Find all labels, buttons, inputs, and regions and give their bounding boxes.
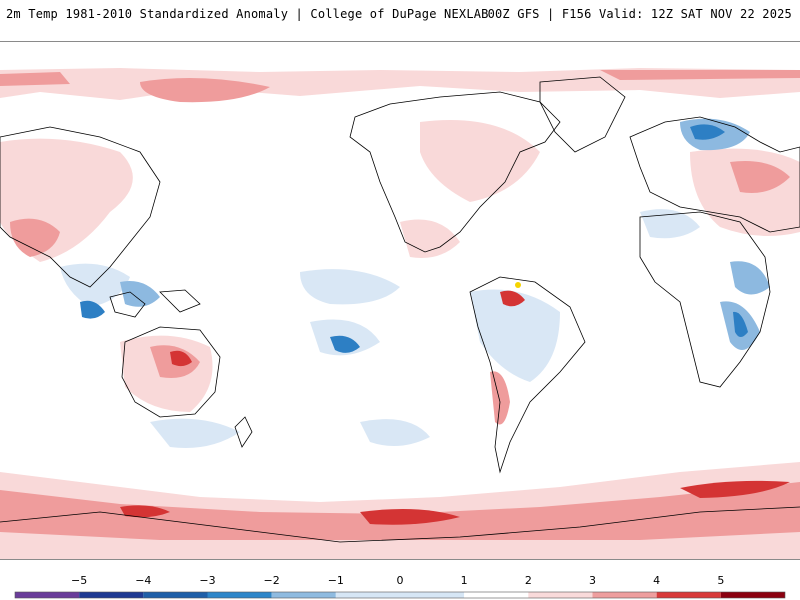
map-canvas: [0, 42, 800, 559]
colorbar-segment: [592, 592, 657, 598]
colorbar-tick-label: −3: [199, 574, 216, 587]
colorbar-segment: [720, 592, 785, 598]
colorbar-frame: [14, 591, 786, 599]
anomaly-shading: [0, 68, 800, 559]
colorbar-segments: [14, 591, 786, 599]
colorbar-segment: [79, 592, 144, 598]
colorbar-tick-label: 3: [589, 574, 596, 587]
colorbar-graphic: [14, 591, 786, 599]
colorbar-segment: [143, 592, 208, 598]
model-run-info: 00Z GFS | F156 Valid: 12Z SAT NOV 22 202…: [487, 7, 792, 21]
colorbar-segment: [656, 592, 721, 598]
colorbar-segment: [207, 592, 272, 598]
coastlines: [0, 76, 800, 543]
colorbar: −5 −4 −3 −2 −1 0 1 2 3 4 5: [0, 570, 800, 600]
colorbar-segment: [464, 592, 529, 598]
colorbar-segment: [528, 592, 593, 598]
colorbar-tick-label: −4: [135, 574, 152, 587]
colorbar-segment: [15, 592, 80, 598]
colorbar-tick-label: −2: [263, 574, 280, 587]
colorbar-tick-label: 5: [717, 574, 725, 587]
colorbar-tick-label: −5: [71, 574, 88, 587]
map-title: 2m Temp 1981-2010 Standardized Anomaly |…: [6, 7, 489, 21]
anomaly-map: [0, 41, 800, 560]
colorbar-segment: [271, 592, 336, 598]
colorbar-tick-label: 1: [460, 574, 468, 587]
colorbar-tick-label: 0: [396, 574, 404, 587]
header: 2m Temp 1981-2010 Standardized Anomaly |…: [0, 0, 800, 28]
colorbar-tick-label: 2: [524, 574, 532, 587]
colorbar-segment: [335, 592, 465, 598]
colorbar-tick-label: −1: [327, 574, 344, 587]
colorbar-tick-label: 4: [653, 574, 661, 587]
